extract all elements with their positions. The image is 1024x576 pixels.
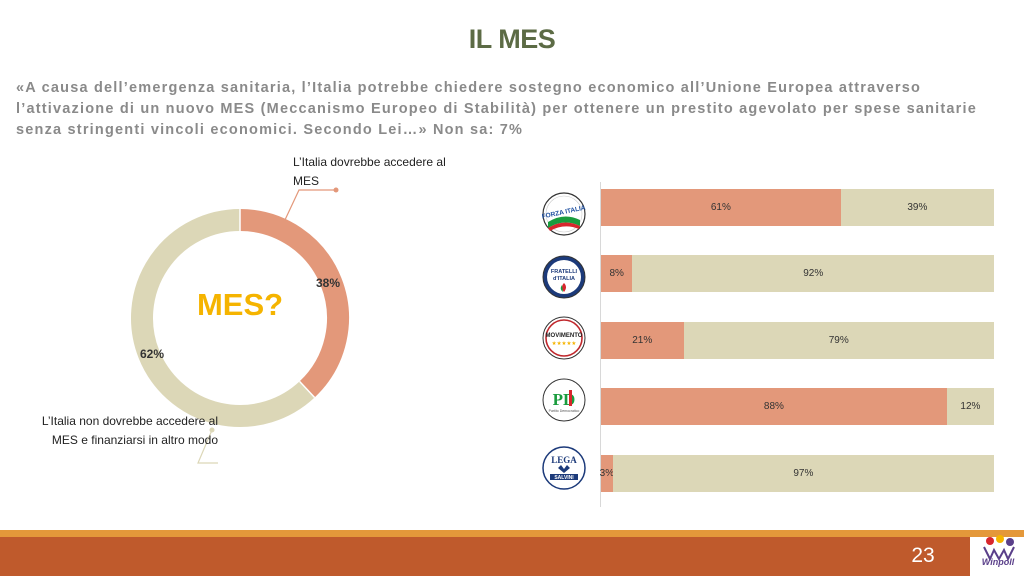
brand-name: Winpoll [981,557,1015,567]
bar-segment-no: 12% [946,388,994,425]
svg-text:d'ITALIA: d'ITALIA [553,276,575,282]
slice-value-label-no: 62% [140,347,165,361]
question-text: «A causa dell’emergenza sanitaria, l’Ita… [16,80,978,138]
bar-row: 61% 39% [601,189,994,226]
leader-dot-no [209,427,215,433]
leader-line-yes [283,189,336,223]
bar-row: 21% 79% [601,322,994,359]
footer-accent-strip [0,530,1024,537]
bar-value-label: 12% [960,401,981,412]
bar-row: 8% 92% [601,255,994,292]
bar-value-label: 97% [793,468,814,479]
bar-segment-yes: 88% [601,388,947,425]
bar-segment-no: 39% [840,189,994,226]
slice-value-label-yes: 38% [316,276,341,290]
svg-text:MOVIMENTO: MOVIMENTO [546,333,583,339]
bar-row: 88% 12% [601,388,994,425]
donut-slice-no [131,209,315,427]
legend-label-no: L’Italia non dovrebbe accedere al MES e … [41,414,218,447]
bar-segment-yes: 3% [599,455,615,492]
winpoll-logo-icon [983,535,1015,562]
donut-separator [299,380,316,398]
bar-value-label: 92% [803,268,824,279]
lega-salvini-logo: LEGA SALVINI [542,446,586,490]
bar-value-label: 3% [599,468,615,479]
movimento-5-stelle-logo: MOVIMENTO ★★★★★ [542,316,586,360]
bar-segment-yes: 61% [601,189,841,226]
bar-value-label: 61% [710,202,731,213]
footer-bar [0,537,970,576]
bar-segment-no: 79% [683,322,994,359]
bar-row: 3% 97% [599,455,994,492]
page-number: 23 [911,544,935,567]
donut-center-label: MES? [196,287,284,322]
svg-text:Partito Democratico: Partito Democratico [549,409,580,413]
bar-value-label: 79% [828,335,849,346]
bar-value-label: 88% [763,401,784,412]
bar-segment-no: 97% [612,455,994,492]
leader-dot-yes [333,187,339,193]
donut-slice-yes [239,209,349,398]
forza-italia-logo: FORZA ITALIA [542,192,586,236]
bar-segment-no: 92% [632,255,994,292]
bar-chart-axis [600,182,601,507]
slide-title: IL MES [468,24,556,54]
bar-value-label: 39% [907,202,928,213]
leader-line-no [197,429,218,464]
svg-text:FRATELLI: FRATELLI [551,269,578,275]
partito-democratico-logo: PD Partito Democratico [542,378,586,422]
svg-text:LEGA: LEGA [551,455,577,465]
bar-segment-yes: 21% [601,322,684,359]
legend-label-yes: L’Italia dovrebbe accedere al MES [293,155,446,188]
bar-value-label: 8% [609,268,624,279]
svg-text:SALVINI: SALVINI [554,475,574,481]
fratelli-ditalia-logo: FRATELLI d'ITALIA [542,255,586,299]
svg-text:★★★★★: ★★★★★ [552,341,577,347]
bar-value-label: 21% [632,335,653,346]
bar-segment-yes: 8% [601,255,633,292]
